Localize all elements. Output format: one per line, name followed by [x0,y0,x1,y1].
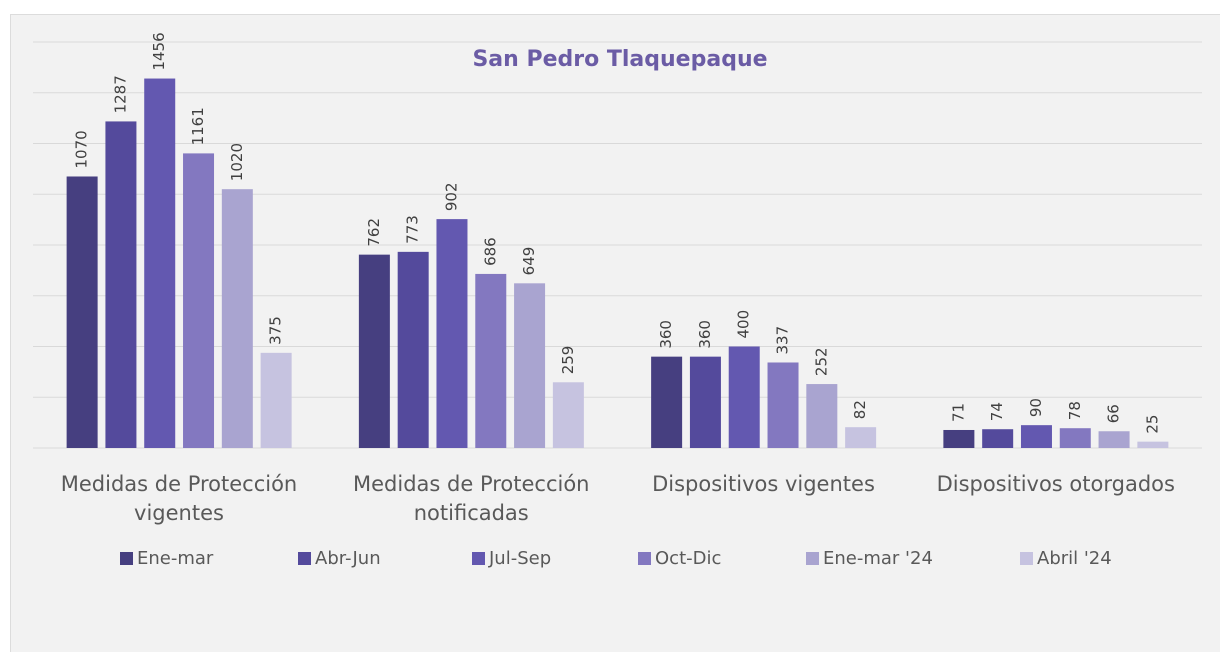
data-label: 74 [988,402,1006,421]
bar [1059,428,1091,448]
bar [66,176,98,449]
data-label: 375 [267,316,285,345]
x-tick-label: Medidas de Protección vigentes [60,472,298,525]
data-label: 1020 [228,143,246,181]
bar [105,121,137,448]
data-label: 360 [696,320,714,349]
bar [1020,425,1052,448]
legend-label: Ene-mar '24 [823,548,933,569]
data-label: 902 [442,182,460,211]
bar [806,384,838,448]
legend-label: Oct-Dic [655,548,722,569]
data-label: 1161 [189,107,207,145]
bar [183,153,215,449]
legend-item: Oct-Dic [638,548,721,569]
data-label: 90 [1027,398,1045,417]
legend-item: Abril '24 [1020,548,1112,569]
legend-label: Ene-mar [137,548,214,569]
bar [1098,431,1130,448]
x-tick-label: Dispositivos vigentes [652,472,875,496]
data-label: 66 [1105,404,1123,423]
legend-item: Jul-Sep [472,548,551,569]
legend-swatch [298,552,311,565]
data-label: 762 [365,218,383,247]
bar [943,429,975,448]
data-label: 82 [851,400,869,419]
legend-item: Ene-mar '24 [806,548,933,569]
legend-swatch [472,552,485,565]
bar [767,362,799,448]
legend-label: Abr-Jun [315,548,381,569]
data-label: 1287 [111,75,129,113]
legend-swatch [638,552,651,565]
bar [651,356,683,448]
bar [728,346,760,448]
bar [397,251,429,448]
legend-swatch [1020,552,1033,565]
bar [845,427,877,448]
legend-swatch [806,552,819,565]
legend-item: Ene-mar [120,548,213,569]
data-label: 71 [949,403,967,422]
legend: Ene-mar Abr-Jun Jul-Sep Oct-Dic Ene-mar '24 A… [0,548,1220,576]
bar [144,78,176,448]
bar [1137,441,1169,448]
bar [552,382,584,448]
data-label: 259 [559,346,577,375]
legend-label: Jul-Sep [489,548,552,569]
bar [982,429,1014,448]
x-tick-label: Dispositivos otorgados [936,472,1175,496]
bar [358,254,390,448]
legend-label: Abril '24 [1037,548,1112,569]
bar [436,219,468,448]
data-label: 686 [481,237,499,266]
data-label: 360 [657,320,675,349]
data-label: 1070 [73,130,91,168]
bar [475,273,507,448]
data-label: 25 [1143,415,1161,434]
bar [221,189,253,449]
data-label: 337 [774,326,792,355]
data-label: 78 [1066,401,1084,420]
data-label: 400 [735,310,753,339]
chart-title: San Pedro Tlaquepaque [472,47,767,72]
bar [514,283,546,448]
data-label: 1456 [150,32,168,70]
data-label: 649 [520,247,538,276]
data-label: 773 [404,215,422,244]
legend-swatch [120,552,133,565]
bar [689,356,721,448]
legend-item: Abr-Jun [298,548,381,569]
data-label: 252 [812,347,830,376]
x-tick-label: Medidas de Protección notificadas [353,472,590,525]
bar [260,352,292,448]
